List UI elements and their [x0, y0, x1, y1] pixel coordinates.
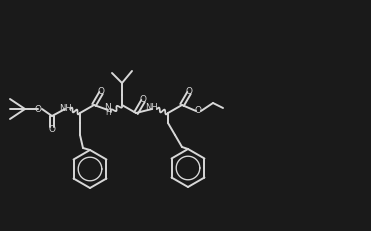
Text: N: N: [104, 103, 111, 112]
Text: O: O: [139, 95, 147, 104]
Text: NH: NH: [59, 104, 71, 113]
Text: H: H: [105, 108, 111, 117]
Text: O: O: [49, 125, 56, 134]
Text: O: O: [35, 105, 42, 114]
Text: NH: NH: [146, 103, 158, 112]
Text: O: O: [186, 87, 193, 96]
Text: O: O: [194, 106, 201, 115]
Text: O: O: [98, 87, 105, 96]
